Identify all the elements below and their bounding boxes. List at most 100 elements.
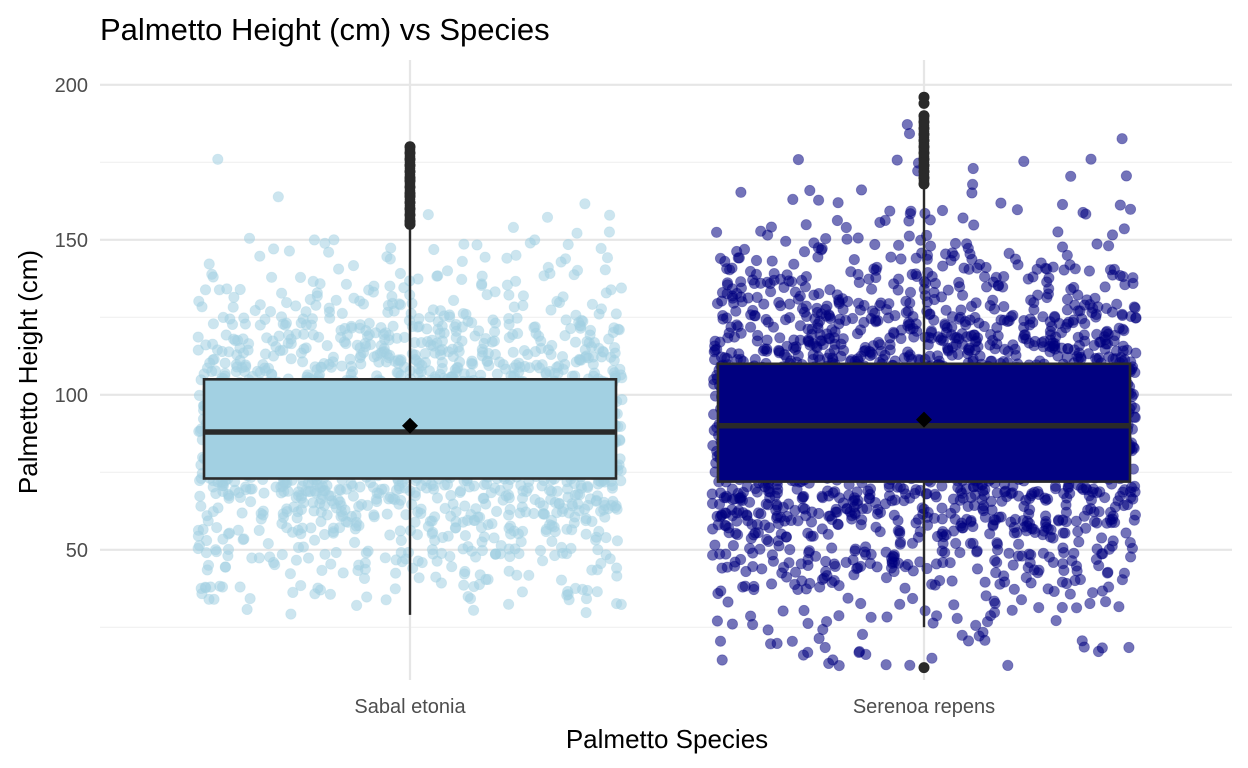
jitter-point — [1101, 517, 1113, 529]
jitter-point — [371, 495, 383, 508]
jitter-point — [1108, 263, 1121, 275]
jitter-point — [542, 261, 554, 273]
jitter-point — [352, 564, 364, 577]
jitter-point — [1106, 229, 1119, 241]
jitter-point — [360, 324, 372, 337]
jitter-point — [513, 357, 525, 369]
jitter-point — [504, 503, 516, 516]
jitter-point — [480, 332, 492, 345]
jitter-point — [956, 629, 968, 641]
jitter-point — [732, 252, 744, 264]
jitter-point — [904, 286, 917, 298]
jitter-point — [545, 348, 557, 360]
jitter-point — [595, 242, 607, 254]
jitter-point — [584, 324, 597, 336]
jitter-point — [394, 525, 406, 537]
jitter-point — [358, 572, 371, 585]
jitter-point — [716, 654, 728, 666]
jitter-point — [1008, 583, 1020, 595]
jitter-point — [258, 487, 270, 499]
jitter-point — [1028, 296, 1040, 309]
jitter-point — [1021, 520, 1033, 532]
jitter-point — [814, 581, 826, 593]
jitter-point — [971, 563, 984, 575]
jitter-point — [294, 271, 307, 283]
jitter-point — [1090, 311, 1102, 323]
jitter-point — [563, 507, 575, 519]
jitter-point — [291, 512, 303, 524]
jitter-point — [721, 277, 734, 289]
jitter-point — [706, 523, 719, 535]
jitter-point — [829, 560, 841, 573]
jitter-point — [797, 649, 810, 661]
jitter-point — [516, 586, 529, 598]
jitter-point — [336, 307, 348, 319]
jitter-point — [989, 554, 1001, 567]
jitter-point — [930, 491, 942, 503]
jitter-point — [926, 652, 938, 664]
jitter-point — [489, 317, 502, 329]
jitter-point — [277, 511, 290, 524]
jitter-point — [1003, 247, 1015, 259]
jitter-point — [211, 521, 223, 534]
jitter-point — [1083, 265, 1096, 277]
jitter-point — [511, 327, 524, 339]
jitter-point — [953, 276, 965, 289]
jitter-point — [546, 535, 558, 548]
jitter-point — [589, 534, 602, 546]
jitter-point — [842, 592, 854, 604]
jitter-point — [978, 271, 991, 283]
jitter-point — [780, 235, 792, 247]
jitter-point — [714, 635, 727, 647]
jitter-point — [792, 515, 804, 527]
jitter-point — [292, 524, 304, 536]
jitter-point — [726, 618, 739, 630]
jitter-point — [959, 315, 971, 328]
jitter-point — [727, 539, 740, 552]
jitter-point — [802, 617, 814, 630]
jitter-point — [999, 343, 1011, 355]
jitter-point — [517, 299, 529, 312]
jitter-point — [411, 528, 423, 541]
jitter-point — [219, 367, 231, 379]
jitter-point — [709, 539, 721, 551]
jitter-point — [592, 544, 604, 556]
jitter-point — [709, 335, 721, 347]
jitter-point — [1023, 548, 1035, 560]
jitter-point — [1106, 540, 1118, 552]
jitter-point — [610, 308, 622, 320]
jitter-point — [295, 579, 307, 592]
jitter-point — [262, 537, 274, 550]
jitter-point — [883, 490, 896, 502]
jitter-point — [750, 254, 763, 267]
jitter-point — [863, 492, 875, 504]
jitter-point — [287, 586, 299, 599]
jitter-point — [789, 566, 802, 578]
jitter-point — [393, 298, 405, 310]
jitter-point — [458, 238, 470, 250]
jitter-point — [601, 252, 614, 264]
jitter-point — [743, 542, 756, 555]
jitter-point — [824, 284, 836, 296]
jitter-point — [1003, 547, 1015, 559]
jitter-point — [981, 616, 994, 628]
jitter-point — [571, 227, 583, 239]
jitter-point — [940, 529, 952, 541]
jitter-point — [323, 306, 336, 318]
jitter-point — [580, 606, 592, 619]
jitter-point — [720, 312, 733, 324]
jitter-point — [579, 198, 591, 210]
jitter-point — [964, 248, 976, 260]
jitter-point — [194, 490, 206, 502]
jitter-point — [434, 344, 446, 357]
jitter-point — [848, 254, 860, 266]
jitter-point — [1124, 203, 1137, 215]
jitter-point — [1058, 564, 1070, 577]
jitter-point — [796, 492, 808, 504]
jitter-point — [507, 221, 520, 233]
jitter-point — [284, 568, 296, 580]
jitter-point — [855, 184, 868, 196]
jitter-point — [450, 516, 462, 528]
jitter-point — [968, 219, 980, 231]
jitter-point — [324, 588, 336, 600]
